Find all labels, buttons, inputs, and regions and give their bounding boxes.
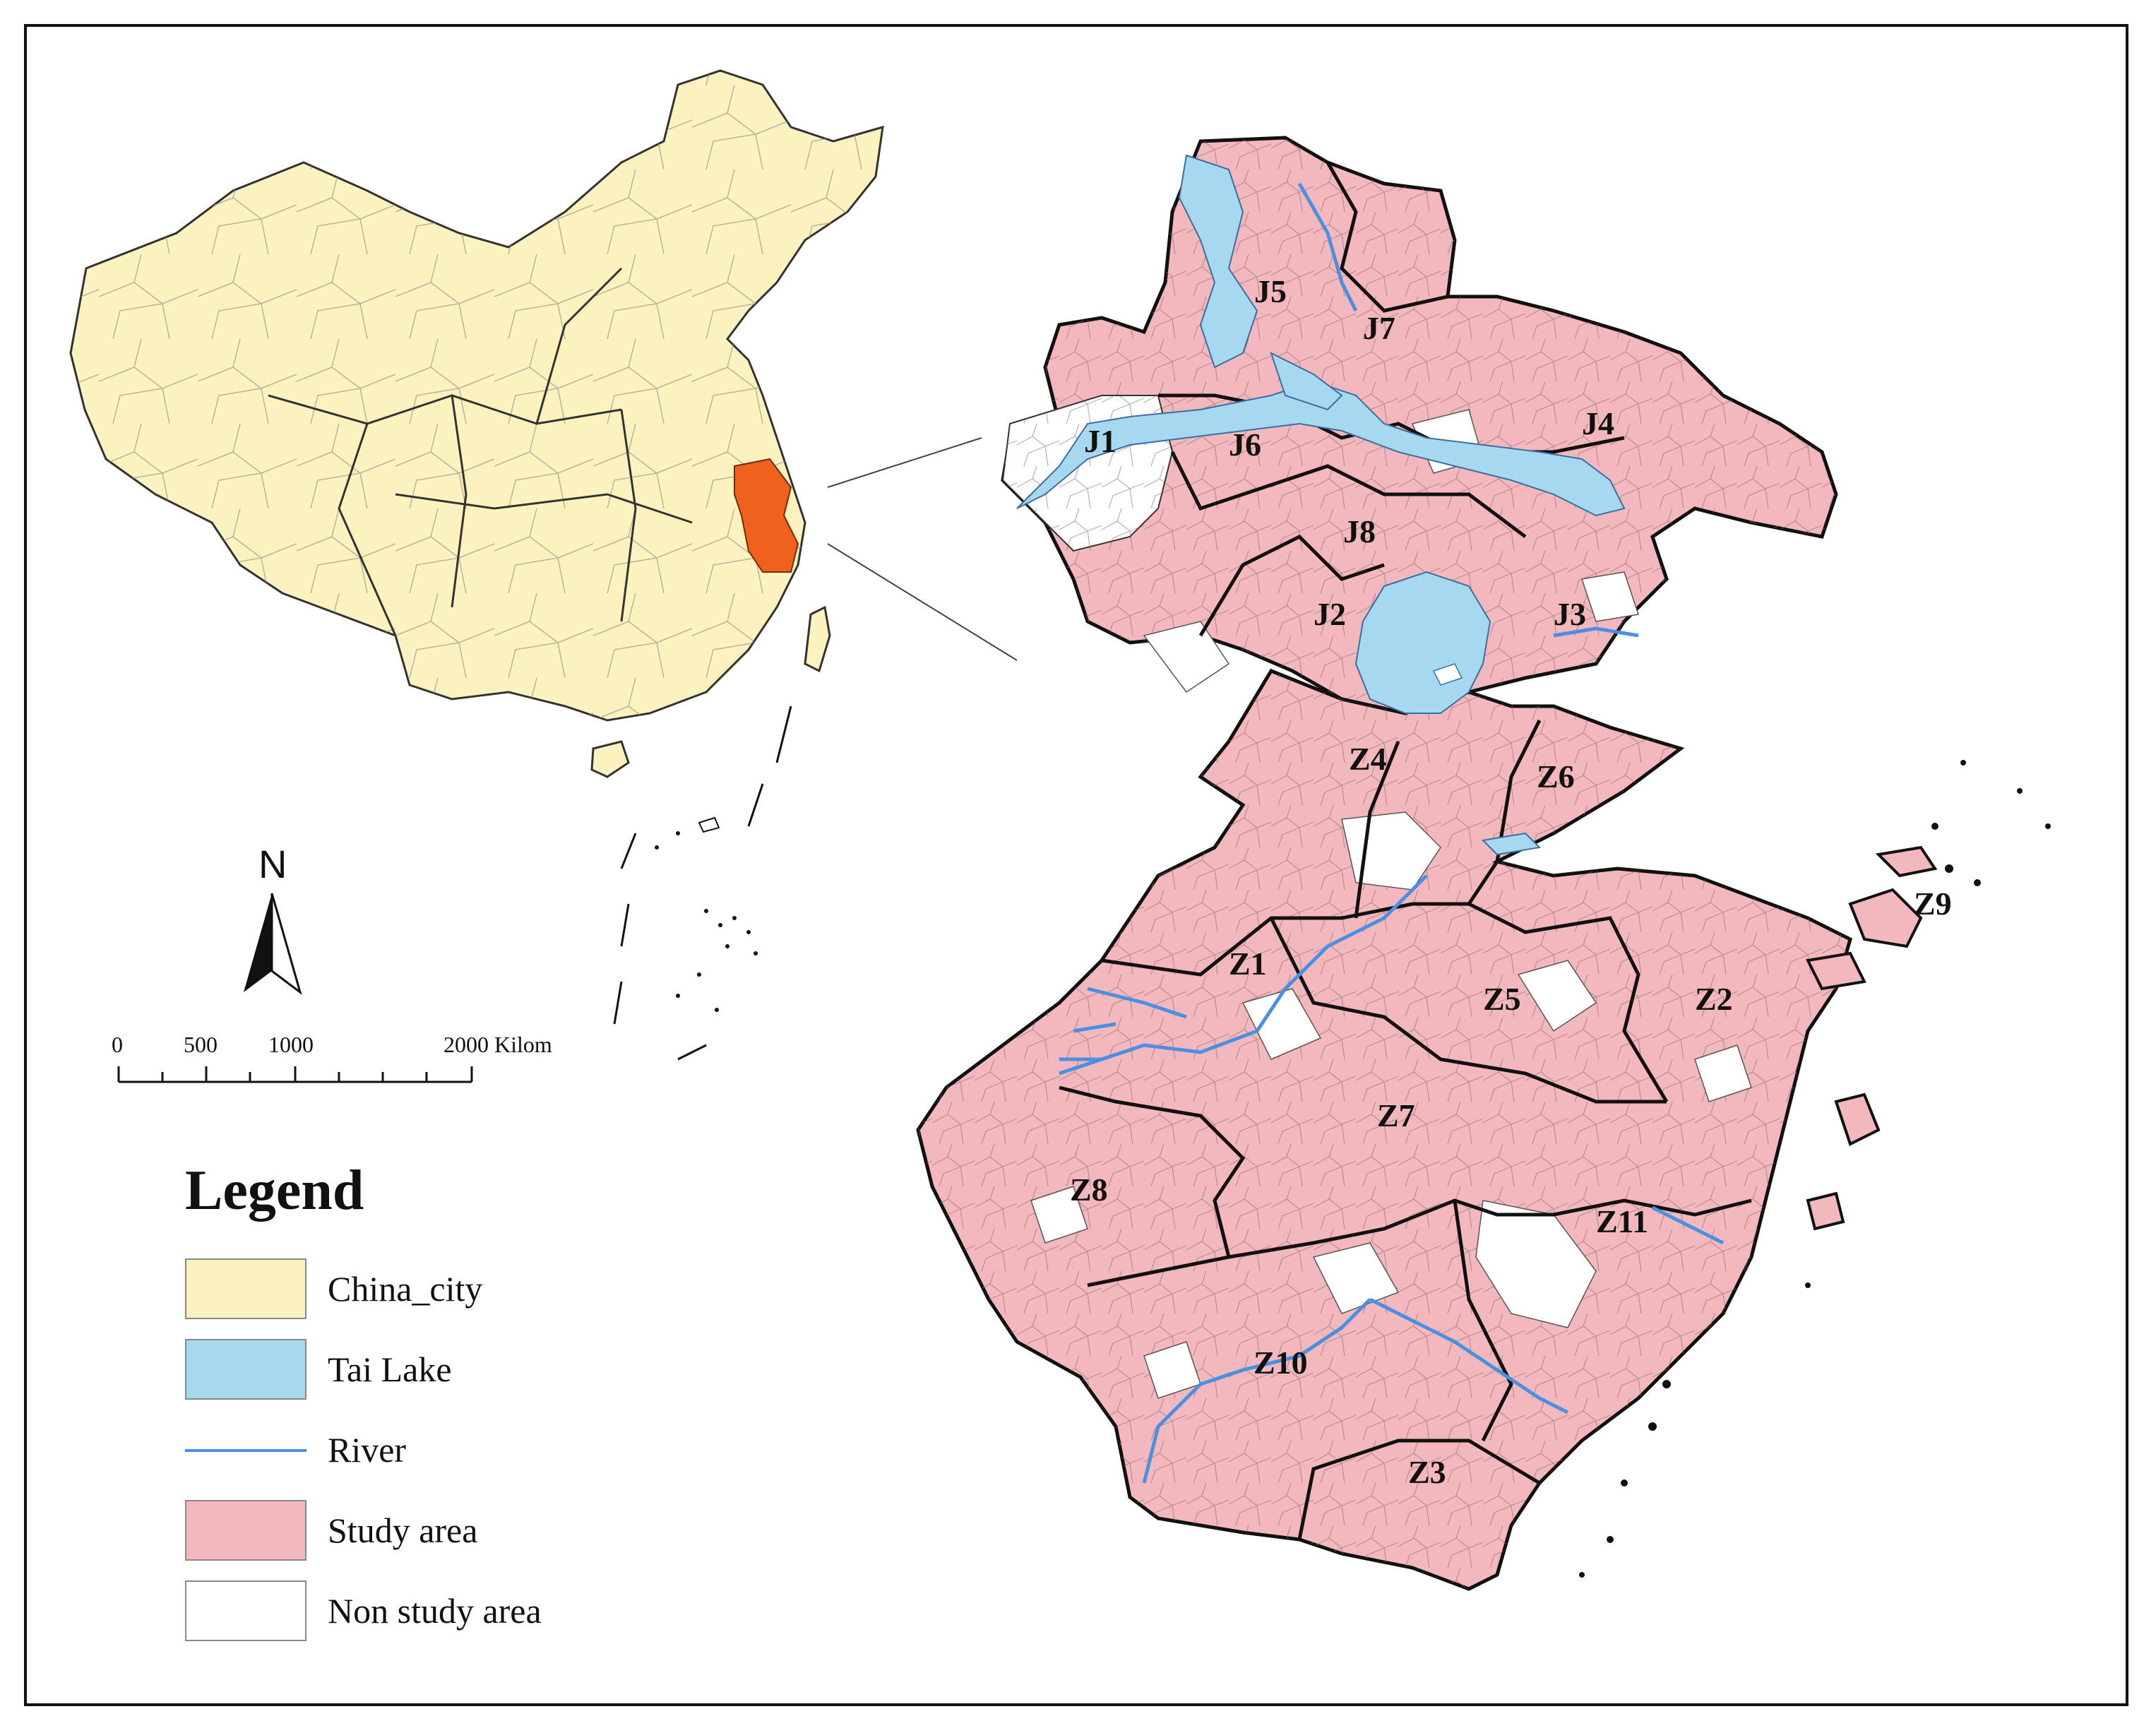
label-j5: J5 bbox=[1254, 273, 1287, 309]
label-z2: Z2 bbox=[1695, 981, 1733, 1017]
legend-item-non-study-area: Non study area bbox=[185, 1580, 679, 1641]
study-area-swatch bbox=[185, 1500, 306, 1561]
label-z5: Z5 bbox=[1483, 981, 1521, 1017]
yangtze-river bbox=[1016, 380, 1626, 517]
label-z11: Z11 bbox=[1596, 1203, 1648, 1239]
coastal-islands bbox=[1806, 845, 1938, 1231]
legend-item-river: River bbox=[185, 1419, 679, 1480]
region-labels: J1 J2 J3 J4 J5 J6 J7 J8 Z1 Z2 Z3 Z4 Z5 Z… bbox=[1070, 273, 1952, 1490]
china-inset-map bbox=[69, 69, 884, 1061]
study-region-highlight bbox=[734, 458, 799, 573]
label-z8: Z8 bbox=[1070, 1172, 1108, 1208]
legend: Legend China_city Tai Lake River Study a… bbox=[185, 1158, 679, 1661]
map-frame bbox=[24, 24, 2128, 1706]
label-j1: J1 bbox=[1084, 423, 1116, 459]
hongze-lake bbox=[1178, 154, 1258, 369]
legend-title: Legend bbox=[185, 1160, 364, 1222]
taiwan-island bbox=[804, 605, 831, 673]
label-j3: J3 bbox=[1554, 596, 1586, 632]
legend-item-china-city: China_city bbox=[185, 1258, 679, 1319]
rivers bbox=[1059, 182, 1725, 1484]
legend-label-china-city: China_city bbox=[328, 1269, 483, 1309]
scale-tick-2000: 2000 Kilom bbox=[443, 1032, 552, 1057]
legend-label-river: River bbox=[328, 1430, 407, 1470]
label-j7: J7 bbox=[1363, 310, 1395, 346]
label-z4: Z4 bbox=[1349, 741, 1387, 777]
zoom-line-bottom bbox=[827, 543, 1018, 661]
label-z7: Z7 bbox=[1377, 1097, 1415, 1133]
legend-label-study-area: Study area bbox=[328, 1511, 478, 1550]
tai-lake-swatch bbox=[185, 1339, 306, 1400]
label-z6: Z6 bbox=[1537, 758, 1575, 794]
label-j2: J2 bbox=[1314, 596, 1346, 632]
label-j8: J8 bbox=[1343, 513, 1376, 549]
hainan-island bbox=[590, 740, 630, 778]
scale-bar: 0 500 1000 2000 Kilom bbox=[112, 1032, 552, 1083]
north-arrow: N bbox=[244, 842, 302, 995]
label-j6: J6 bbox=[1229, 427, 1261, 463]
label-z9: Z9 bbox=[1914, 886, 1952, 922]
legend-label-non-study-area: Non study area bbox=[328, 1591, 542, 1631]
china-city-swatch bbox=[185, 1258, 306, 1319]
scale-tick-500: 500 bbox=[184, 1032, 218, 1057]
study-area-map bbox=[916, 136, 2051, 1591]
label-z10: Z10 bbox=[1253, 1345, 1308, 1381]
label-z3: Z3 bbox=[1408, 1454, 1446, 1490]
legend-item-study-area: Study area bbox=[185, 1500, 679, 1561]
label-z1: Z1 bbox=[1229, 946, 1267, 982]
label-j4: J4 bbox=[1582, 405, 1614, 441]
legend-label-tai-lake: Tai Lake bbox=[328, 1350, 452, 1389]
legend-item-tai-lake: Tai Lake bbox=[185, 1339, 679, 1400]
river-swatch bbox=[185, 1419, 306, 1480]
scale-tick-0: 0 bbox=[112, 1032, 123, 1057]
scale-tick-1000: 1000 bbox=[268, 1032, 314, 1057]
zoom-line-top bbox=[827, 437, 982, 488]
north-label: N bbox=[258, 842, 287, 886]
non-study-area-swatch bbox=[185, 1580, 306, 1641]
